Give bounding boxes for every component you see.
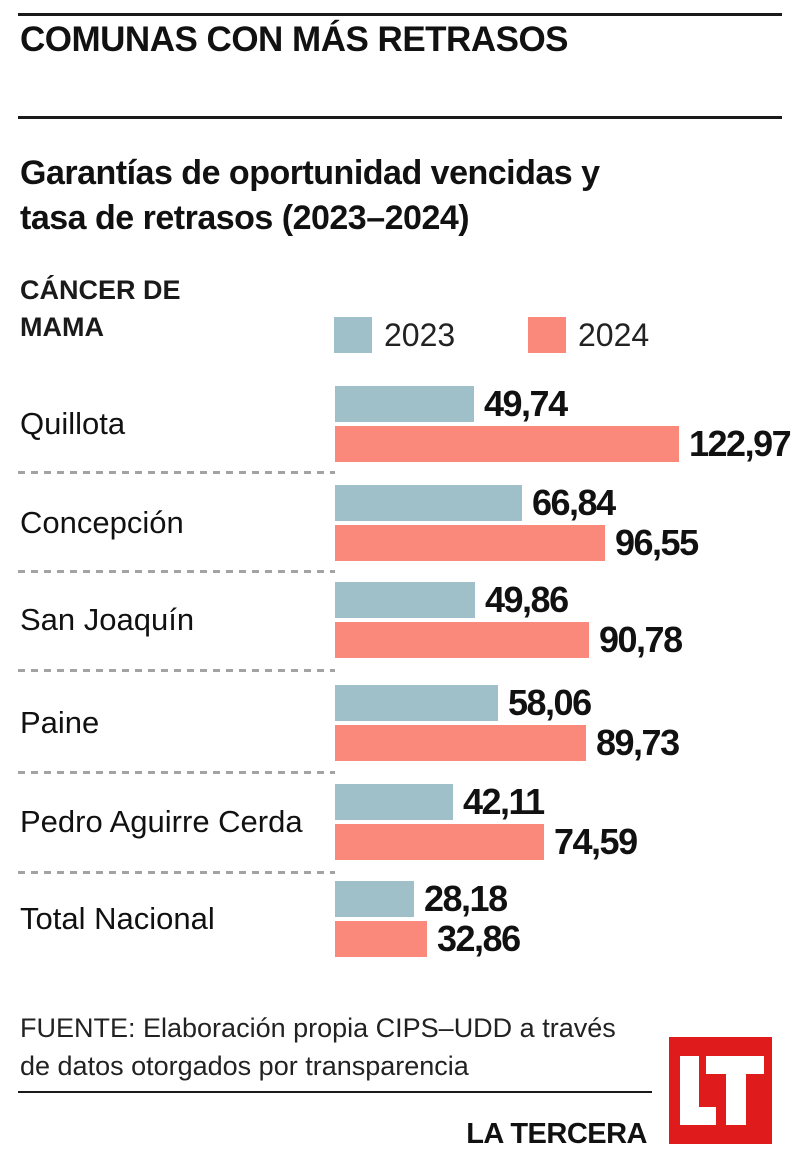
bar-2023: [335, 582, 475, 618]
value-label-2023: 66,84: [532, 482, 616, 523]
row-separator: [18, 570, 335, 573]
value-label-2023: 49,74: [484, 383, 568, 424]
category-label: Concepción: [20, 505, 184, 540]
source-line2: de datos otorgados por transparencia: [20, 1051, 469, 1081]
footer-rule: [18, 1091, 652, 1093]
bar-2024: [335, 725, 586, 761]
legend-swatch-2023: [334, 317, 372, 353]
chart-row-paine: Paine 58,06 89,73: [0, 682, 800, 763]
row-separator: [18, 669, 335, 672]
bar-2024: [335, 525, 605, 561]
row-separator: [18, 771, 335, 774]
value-label-2023: 58,06: [508, 682, 592, 723]
chart-title: Garantías de oportunidad vencidas y tasa…: [20, 151, 600, 241]
bar-group: 58,06 89,73: [335, 682, 680, 763]
chart-row-total-nacional: Total Nacional 28,18 32,86: [0, 878, 800, 959]
value-label-2024: 90,78: [599, 619, 683, 660]
bar-2024: [335, 426, 679, 462]
value-label-2024: 32,86: [437, 918, 521, 959]
value-label-2023: 49,86: [485, 579, 569, 620]
lt-logo-graphic: [669, 1037, 772, 1144]
value-label-2023: 28,18: [424, 878, 508, 919]
chart-row-quillota: Quillota 49,74 122,97: [0, 383, 800, 464]
bar-2024: [335, 921, 427, 957]
brand-name: LA TERCERA: [466, 1118, 647, 1150]
row-separator: [18, 471, 335, 474]
value-label-2024: 96,55: [615, 522, 699, 563]
bar-group: 49,86 90,78: [335, 579, 683, 660]
row-separator: [18, 871, 335, 874]
bar-2024: [335, 622, 589, 658]
second-rule: [18, 116, 782, 119]
source-note: FUENTE: Elaboración propia CIPS–UDD a tr…: [20, 1009, 616, 1085]
category-label: San Joaquín: [20, 602, 195, 637]
category-label: Quillota: [20, 406, 126, 441]
top-rule: [18, 13, 782, 16]
bar-2023: [335, 685, 498, 721]
legend-label-2024: 2024: [578, 317, 650, 353]
lt-logo: LT: [669, 1037, 772, 1144]
bar-2023: [335, 881, 414, 917]
bar-2024: [335, 824, 544, 860]
bar-group: 42,11 74,59: [335, 781, 638, 862]
source-line1: FUENTE: Elaboración propia CIPS–UDD a tr…: [20, 1013, 616, 1043]
value-label-2023: 42,11: [463, 781, 545, 822]
legend-item-2023: 2023: [334, 317, 455, 353]
chart-title-line2: tasa de retrasos (2023–2024): [20, 199, 470, 237]
value-label-2024: 122,97: [689, 423, 792, 464]
bar-group: 49,74 122,97: [335, 383, 792, 464]
chart-title-line1: Garantías de oportunidad vencidas y: [20, 154, 600, 192]
bar-2023: [335, 386, 474, 422]
bar-group: 66,84 96,55: [335, 482, 699, 563]
bar-2023: [335, 485, 522, 521]
category-label: Paine: [20, 705, 100, 740]
kicker-heading: COMUNAS CON MÁS RETRASOS: [20, 20, 569, 59]
category-label: Pedro Aguirre Cerda: [20, 804, 303, 839]
legend-item-2024: 2024: [528, 317, 649, 353]
group-label: CÁNCER DE MAMA: [20, 275, 181, 342]
value-label-2024: 89,73: [596, 722, 680, 763]
legend-swatch-2024: [528, 317, 566, 353]
chart-row-pedro-aguirre-cerda: Pedro Aguirre Cerda 42,11 74,59: [0, 781, 800, 862]
category-label: Total Nacional: [20, 901, 215, 936]
bar-group: 28,18 32,86: [335, 878, 521, 959]
bar-2023: [335, 784, 453, 820]
chart-row-san-joaquin: San Joaquín 49,86 90,78: [0, 579, 800, 660]
legend-label-2023: 2023: [384, 317, 456, 353]
chart-row-concepcion: Concepción 66,84 96,55: [0, 482, 800, 563]
value-label-2024: 74,59: [554, 821, 638, 862]
